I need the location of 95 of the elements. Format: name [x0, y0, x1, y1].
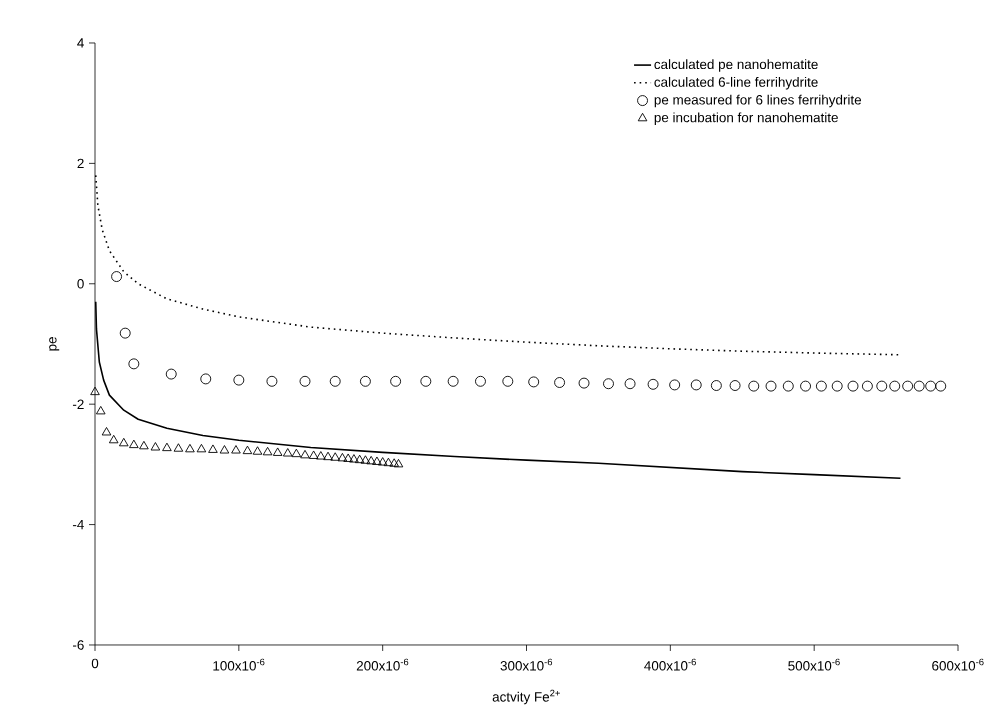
point [316, 451, 326, 460]
point [231, 445, 241, 454]
y-tick-label: 4 [77, 38, 84, 48]
point [329, 375, 341, 387]
point [208, 444, 218, 453]
x-tick-label: 600x10$^{-6}$ [932, 658, 984, 671]
point [359, 375, 371, 387]
x-tick-label: 200x10$^{-6}$ [356, 658, 409, 671]
point [90, 386, 100, 396]
point [420, 375, 432, 387]
point [925, 380, 937, 392]
point [647, 378, 659, 390]
point [889, 380, 901, 392]
point [129, 439, 139, 449]
x-tick-label: 300x10$^{-6}$ [500, 658, 553, 671]
point [101, 427, 112, 436]
y-tick-label: 2 [77, 158, 84, 169]
point [782, 380, 794, 392]
point [935, 380, 947, 392]
point [831, 380, 843, 392]
point [337, 452, 348, 462]
point [200, 373, 212, 385]
point [185, 443, 195, 453]
point [119, 437, 129, 447]
legend-label: calculated pe nanohematite [654, 59, 818, 72]
point [300, 449, 310, 459]
point [383, 457, 394, 467]
point [139, 440, 149, 450]
y-tick-label: -6 [72, 640, 84, 650]
x-tick-label: 0 [91, 658, 99, 669]
y-axis-title: pe [49, 337, 60, 351]
point [765, 380, 777, 392]
point [272, 447, 283, 456]
point [95, 405, 106, 415]
point [108, 434, 119, 444]
point [669, 379, 681, 391]
point [876, 380, 888, 392]
point [815, 380, 827, 392]
point [360, 455, 371, 464]
point [603, 378, 614, 390]
point [219, 445, 230, 454]
point [150, 442, 161, 451]
point [299, 375, 311, 387]
point [372, 456, 382, 465]
point [330, 452, 340, 461]
point [119, 327, 131, 339]
legend-label: pe measured for 6 lines ferrihydrite [654, 94, 862, 108]
y-tick-label: -2 [72, 399, 84, 409]
point [111, 271, 123, 283]
point [282, 448, 293, 457]
point [748, 380, 760, 392]
x-tick-label: 100x10$^{-6}$ [213, 658, 265, 671]
point [349, 454, 359, 463]
point [528, 376, 540, 388]
point [266, 375, 278, 387]
legend-label: calculated 6-line ferrihydrite [654, 76, 818, 90]
point [447, 375, 459, 387]
x-tick-label: 400x10$^{-6}$ [644, 658, 696, 671]
point [343, 453, 353, 462]
point [847, 380, 859, 392]
point [475, 375, 486, 387]
point [242, 445, 253, 455]
point [291, 448, 302, 458]
point [393, 458, 404, 468]
point [502, 375, 514, 387]
point [861, 380, 873, 392]
point [252, 446, 263, 455]
x-axis-title: actvity Fe$^{2+}$ [492, 689, 560, 705]
point [913, 380, 925, 392]
point [690, 379, 702, 391]
point [165, 368, 177, 380]
point [800, 380, 811, 392]
point [710, 380, 722, 391]
point [233, 374, 245, 386]
point [173, 443, 184, 452]
y-tick-label: -4 [72, 519, 84, 530]
point [624, 378, 636, 390]
point [578, 377, 590, 389]
point [377, 457, 388, 466]
point [323, 451, 333, 461]
point [262, 446, 273, 456]
point [729, 380, 741, 391]
x-tick-label: 500x10$^{-6}$ [788, 658, 840, 671]
point [554, 377, 566, 388]
y-tick-label: 0 [77, 279, 84, 289]
point [162, 442, 172, 452]
point [390, 375, 402, 387]
point [196, 443, 207, 453]
point [389, 458, 399, 467]
point [366, 455, 376, 465]
point [354, 454, 365, 464]
point [128, 358, 140, 370]
point [902, 380, 914, 392]
legend-label: pe incubation for nanohematite [654, 112, 838, 125]
point [308, 450, 319, 459]
